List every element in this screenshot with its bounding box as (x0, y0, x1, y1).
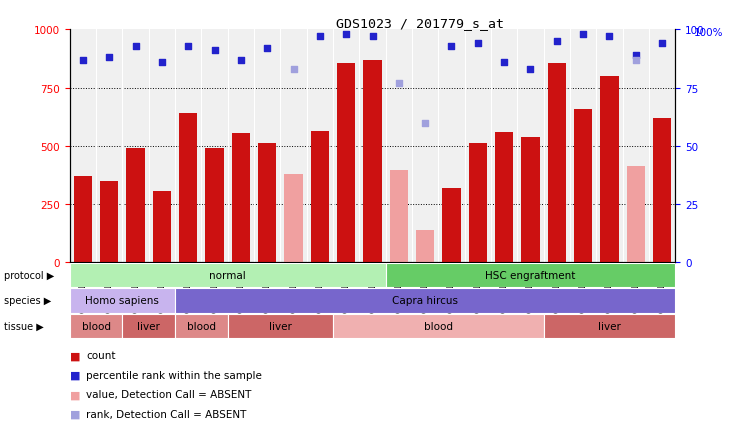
Bar (544, 314, 675, 338)
Bar (206, 149, 224, 263)
Point (156, 59, 168, 66)
Bar (258, 144, 277, 263)
Bar (468, 144, 487, 263)
Point (419, 120, 431, 127)
Text: blood: blood (81, 321, 111, 331)
Text: ■: ■ (70, 351, 80, 360)
Bar (521, 137, 539, 263)
Point (77, 57, 89, 64)
Bar (600, 77, 619, 263)
Bar (179, 114, 197, 263)
Bar (284, 175, 302, 263)
Bar (385, 263, 675, 288)
Bar (443, 188, 461, 263)
Text: rank, Detection Call = ABSENT: rank, Detection Call = ABSENT (86, 409, 246, 419)
Bar (653, 118, 672, 263)
Bar (310, 132, 329, 263)
Text: ■: ■ (70, 370, 80, 380)
Text: HSC engraftment: HSC engraftment (485, 271, 575, 280)
Bar (232, 134, 250, 263)
Point (341, 32, 352, 39)
Text: species ▶: species ▶ (4, 296, 51, 306)
Bar (175, 289, 675, 313)
Text: tissue ▶: tissue ▶ (4, 321, 43, 331)
Text: liver: liver (598, 321, 621, 331)
Text: protocol ▶: protocol ▶ (4, 271, 54, 280)
Point (261, 46, 273, 53)
Y-axis label: 100%: 100% (694, 28, 723, 38)
Bar (416, 230, 435, 263)
Point (630, 57, 642, 64)
Text: Capra hircus: Capra hircus (392, 296, 458, 306)
Bar (548, 64, 566, 263)
Point (446, 43, 457, 50)
Point (366, 34, 379, 41)
Bar (390, 171, 408, 263)
Text: count: count (86, 351, 115, 360)
Bar (73, 177, 92, 263)
Bar (333, 314, 544, 338)
Text: liver: liver (137, 321, 160, 331)
Point (603, 34, 615, 41)
Text: blood: blood (187, 321, 216, 331)
Bar (70, 314, 123, 338)
Point (577, 32, 589, 39)
Bar (495, 132, 513, 263)
Bar (228, 314, 333, 338)
Bar (627, 166, 645, 263)
Text: Homo sapiens: Homo sapiens (85, 296, 159, 306)
Bar (70, 289, 175, 313)
Bar (175, 314, 228, 338)
Text: ■: ■ (70, 409, 80, 419)
Text: blood: blood (424, 321, 453, 331)
Point (235, 57, 247, 64)
Point (656, 41, 668, 48)
Point (551, 39, 563, 46)
Bar (70, 263, 385, 288)
Point (630, 53, 642, 59)
Text: normal: normal (209, 271, 246, 280)
Bar (337, 64, 355, 263)
Bar (126, 149, 145, 263)
Point (103, 55, 115, 62)
Point (288, 66, 299, 73)
Text: liver: liver (269, 321, 292, 331)
Text: percentile rank within the sample: percentile rank within the sample (86, 370, 262, 380)
Bar (123, 314, 175, 338)
Point (525, 66, 537, 73)
Text: value, Detection Call = ABSENT: value, Detection Call = ABSENT (86, 390, 251, 399)
Point (393, 80, 404, 87)
Text: ■: ■ (70, 390, 80, 399)
Text: GDS1023 / 201779_s_at: GDS1023 / 201779_s_at (336, 17, 504, 30)
Bar (100, 181, 118, 263)
Bar (363, 61, 382, 263)
Point (182, 43, 194, 50)
Bar (284, 174, 302, 263)
Bar (574, 109, 592, 263)
Point (498, 59, 510, 66)
Point (208, 48, 220, 55)
Point (130, 43, 142, 50)
Bar (416, 230, 435, 263)
Point (314, 34, 326, 41)
Point (472, 41, 484, 48)
Bar (153, 192, 171, 263)
